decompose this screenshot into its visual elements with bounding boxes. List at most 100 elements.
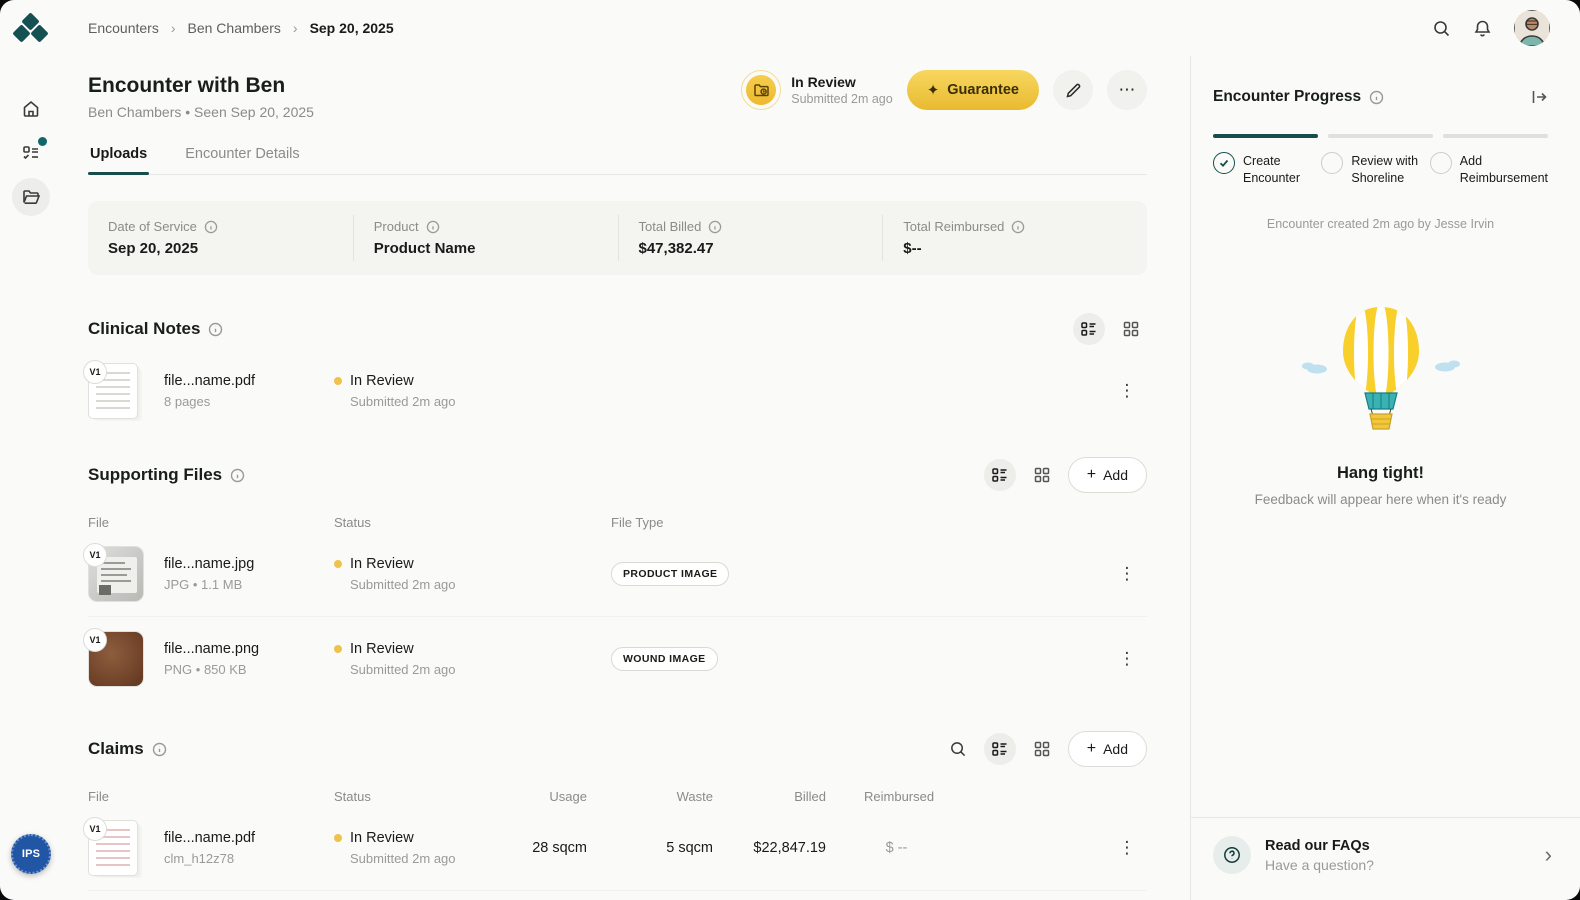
edit-button[interactable] — [1053, 70, 1093, 110]
step-label: Add Reimbursement — [1459, 154, 1549, 185]
grid-view-icon[interactable] — [1026, 459, 1058, 491]
page-title: Encounter with Ben — [88, 74, 286, 97]
column-file-type: File Type — [611, 515, 664, 530]
guarantee-button[interactable]: ✦ Guarantee — [906, 70, 1039, 110]
row-menu-icon[interactable]: ⋮ — [1118, 649, 1136, 668]
version-badge: V1 — [83, 360, 107, 384]
sidebar-item-tasks[interactable] — [12, 134, 50, 172]
in-review-folder-icon — [746, 75, 777, 105]
notifications-bell-icon[interactable] — [1473, 19, 1492, 38]
progress-bar-segment — [1213, 134, 1318, 138]
tab-uploads[interactable]: Uploads — [88, 146, 150, 175]
pdf-thumbnail[interactable]: V1 — [83, 360, 144, 419]
hot-air-balloon-illustration — [1291, 305, 1471, 438]
supporting-files-columns: File Status File Type — [88, 515, 1147, 530]
faq-title: Read our FAQs — [1265, 837, 1370, 854]
file-status-sub: Submitted 2m ago — [350, 577, 456, 592]
file-status: In Review — [350, 830, 414, 846]
top-bar: Encounters › Ben Chambers › Sep 20, 2025 — [62, 0, 1580, 56]
faq-link[interactable]: Read our FAQs Have a question? › — [1191, 817, 1580, 900]
sparkle-icon: ✦ — [926, 82, 940, 99]
status-dot — [334, 834, 342, 842]
info-icon[interactable] — [230, 468, 245, 483]
file-status: In Review — [350, 556, 414, 572]
info-icon[interactable] — [708, 220, 722, 234]
column-file: File — [88, 515, 109, 530]
empty-circle-icon — [1321, 152, 1344, 174]
claim-reimbursed: $ -- — [885, 840, 908, 856]
folder-icon — [21, 187, 41, 207]
more-button[interactable]: ⋯ — [1107, 70, 1147, 110]
row-menu-icon[interactable]: ⋮ — [1118, 838, 1136, 857]
row-menu-icon[interactable]: ⋮ — [1118, 564, 1136, 583]
clinical-note-row[interactable]: V1 file...name.pdf 8 pages In Review Sub… — [83, 360, 1147, 419]
column-status: Status — [334, 789, 371, 804]
step-review-with-shoreline: Review with Shoreline — [1321, 152, 1419, 187]
list-view-icon[interactable] — [983, 459, 1016, 491]
main-column: Encounters › Ben Chambers › Sep 20, 2025 — [62, 0, 1580, 900]
breadcrumb-separator: › — [292, 20, 298, 36]
brand-logo[interactable] — [12, 12, 49, 46]
breadcrumb-encounters[interactable]: Encounters — [88, 20, 159, 36]
info-icon[interactable] — [208, 322, 223, 337]
tab-bar: Uploads Encounter Details — [88, 146, 1147, 175]
check-circle-icon — [1213, 152, 1235, 174]
sidebar: IPS — [0, 0, 62, 900]
section-title: Clinical Notes — [88, 319, 201, 338]
user-avatar[interactable] — [1514, 10, 1550, 46]
add-supporting-file-button[interactable]: + Add — [1067, 457, 1147, 493]
info-icon[interactable] — [1369, 90, 1384, 105]
file-type-badge: WOUND IMAGE — [611, 647, 718, 671]
claim-row[interactable]: V1 file...name.pdf clm_k90d72 In Review … — [88, 890, 1147, 900]
claim-row[interactable]: V1 file...name.pdf clm_h12z78 In Review … — [83, 817, 1147, 890]
file-meta: JPG • 1.1 MB — [164, 577, 243, 592]
topbar-actions — [1432, 10, 1550, 46]
info-icon[interactable] — [426, 220, 440, 234]
breadcrumb-patient[interactable]: Ben Chambers — [187, 20, 281, 36]
file-status-sub: Submitted 2m ago — [350, 662, 456, 677]
body-row: Encounter with Ben Ben Chambers • Seen S… — [62, 56, 1580, 900]
progress-bar-segment — [1328, 134, 1433, 138]
grid-view-icon[interactable] — [1026, 733, 1058, 765]
ips-widget-button[interactable]: IPS — [11, 834, 51, 874]
supporting-file-row[interactable]: V1 file...name.png PNG • 850 KB In Revie… — [83, 616, 1147, 701]
status-submitted: Submitted 2m ago — [791, 92, 893, 106]
plus-icon: + — [1086, 740, 1097, 757]
list-view-icon[interactable] — [983, 733, 1016, 765]
step-add-reimbursement: Add Reimbursement — [1429, 152, 1549, 187]
version-badge: V1 — [83, 543, 107, 567]
claims-columns: File Status Usage Waste Billed Reimburse… — [88, 789, 1147, 804]
search-icon[interactable] — [1432, 19, 1451, 38]
progress-bars — [1213, 134, 1548, 138]
file-meta: 8 pages — [164, 394, 211, 409]
created-note: Encounter created 2m ago by Jesse Irvin — [1266, 216, 1495, 231]
row-menu-icon[interactable]: ⋮ — [1118, 381, 1136, 400]
sidebar-item-home[interactable] — [12, 90, 50, 128]
list-view-icon[interactable] — [1073, 313, 1105, 345]
pdf-thumbnail[interactable]: V1 — [83, 817, 144, 876]
image-thumbnail[interactable]: V1 — [83, 543, 144, 602]
status-dot — [334, 560, 342, 568]
collapse-panel-icon[interactable] — [1530, 88, 1548, 106]
ips-label: IPS — [21, 848, 41, 860]
summary-bar: Date of Service Sep 20, 2025 Product Pro… — [88, 201, 1147, 275]
info-icon[interactable] — [204, 220, 218, 234]
claim-id: clm_h12z78 — [164, 851, 235, 866]
pencil-icon — [1065, 82, 1082, 99]
claims-search-icon[interactable] — [942, 733, 974, 765]
tab-encounter-details[interactable]: Encounter Details — [185, 146, 300, 162]
file-status-sub: Submitted 2m ago — [350, 851, 456, 866]
add-claim-button[interactable]: + Add — [1067, 731, 1147, 767]
tasks-icon — [21, 143, 41, 163]
image-thumbnail[interactable]: V1 — [83, 628, 144, 687]
faq-subtitle: Have a question? — [1265, 856, 1374, 873]
supporting-file-row[interactable]: V1 file...name.jpg JPG • 1.1 MB In Revie… — [83, 543, 1147, 616]
info-icon[interactable] — [1011, 220, 1025, 234]
summary-value: $-- — [903, 240, 922, 257]
sidebar-item-files[interactable] — [12, 178, 50, 216]
grid-view-icon[interactable] — [1115, 313, 1147, 345]
column-usage: Usage — [549, 789, 587, 804]
status-badge-ring — [741, 70, 782, 110]
info-icon[interactable] — [152, 742, 167, 757]
